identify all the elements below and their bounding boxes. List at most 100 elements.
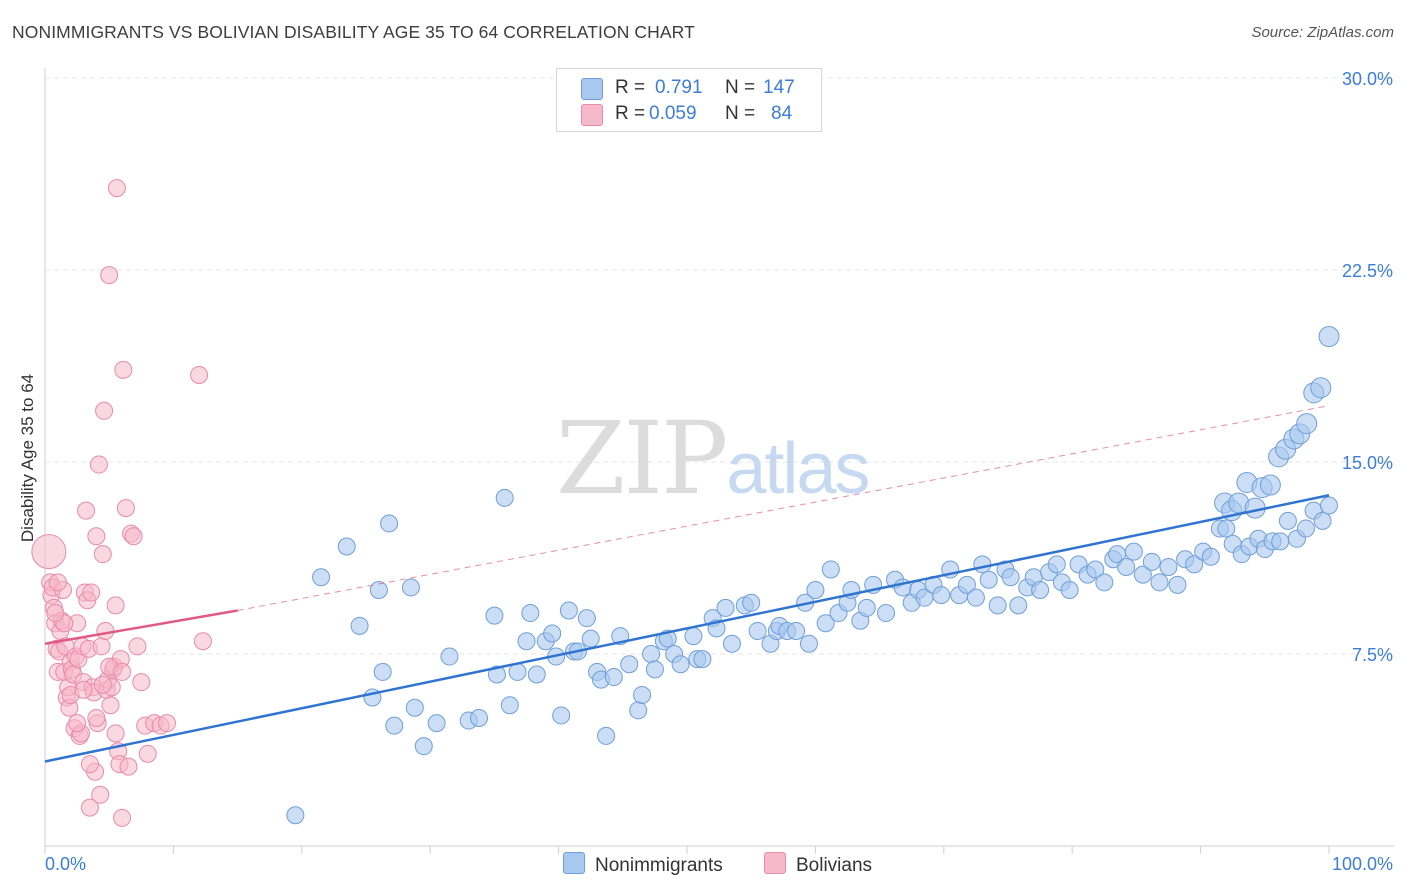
chart-title: NONIMMIGRANTS VS BOLIVIAN DISABILITY AGE… — [12, 22, 695, 42]
nonimmigrants-point — [1124, 542, 1143, 561]
source-label: Source: ZipAtlas.com — [1251, 24, 1394, 41]
nonimmigrants-point — [1060, 581, 1079, 599]
nonimmigrants-point — [1313, 511, 1332, 530]
nonimmigrants-point — [821, 560, 840, 579]
nonimmigrants-point — [1001, 568, 1020, 587]
nonimmigrants-point — [350, 616, 369, 635]
nonimmigrants-point — [988, 596, 1007, 615]
legend-n-value: 84 — [771, 103, 793, 124]
nonimmigrants-point — [552, 706, 571, 725]
bolivians-point — [107, 179, 126, 198]
legend-row-nonimmigrants: R = 0.791 N = 147 — [557, 75, 821, 101]
bottom-legend-swatch-nonimmigrants — [563, 852, 585, 874]
bolivians-point — [80, 798, 99, 817]
bolivians-point — [119, 757, 138, 776]
bolivians-point — [93, 675, 112, 694]
nonimmigrants-point — [487, 665, 506, 684]
nonimmigrants-point — [748, 621, 767, 640]
nonimmigrants-point — [857, 598, 876, 617]
bolivians-point — [74, 680, 93, 699]
nonimmigrants-point — [1185, 555, 1204, 574]
nonimmigrants-point — [1031, 581, 1050, 599]
bolivians-trendline-extension — [237, 405, 1330, 611]
nonimmigrants-point — [816, 614, 835, 633]
nonimmigrants-point — [806, 581, 825, 599]
bolivians-point — [193, 632, 212, 651]
bolivians-point — [128, 637, 147, 656]
y-tick-label: 7.5% — [1352, 645, 1393, 665]
nonimmigrants-point — [517, 632, 536, 651]
nonimmigrants-point — [742, 593, 761, 612]
bolivians-point — [101, 696, 120, 715]
y-tick-label: 22.5% — [1342, 261, 1393, 281]
nonimmigrants-point — [957, 575, 976, 594]
nonimmigrants-point — [684, 627, 703, 646]
bolivians-point — [106, 596, 125, 615]
legend-n-label: N = — [725, 103, 756, 124]
x-tick-label: 100.0% — [1332, 854, 1393, 874]
nonimmigrants-point — [1009, 596, 1028, 615]
nonimmigrants-point — [500, 696, 519, 715]
nonimmigrants-trendline — [44, 494, 1330, 763]
nonimmigrants-point — [597, 726, 616, 745]
bolivians-point — [87, 527, 106, 546]
nonimmigrants-point — [527, 665, 546, 684]
nonimmigrants-point — [604, 668, 623, 687]
bottom-legend-swatch-bolivians — [764, 852, 786, 874]
legend-r-value: 0.059 — [649, 103, 697, 124]
bolivians-point — [95, 401, 114, 420]
nonimmigrants-point — [286, 806, 305, 825]
nonimmigrants-point — [1201, 547, 1220, 566]
nonimmigrants-point — [693, 650, 712, 669]
nonimmigrants-point — [1278, 511, 1297, 530]
nonimmigrants-point — [1047, 555, 1066, 574]
nonimmigrants-point — [973, 555, 992, 574]
bolivians-point — [113, 808, 132, 827]
nonimmigrants-point — [1142, 552, 1161, 571]
bolivians-point — [113, 662, 132, 681]
nonimmigrants-point — [645, 660, 664, 679]
nonimmigrants-point — [577, 609, 596, 628]
bolivians-point — [31, 534, 67, 570]
nonimmigrants-point — [405, 698, 424, 717]
nonimmigrants-point — [440, 647, 459, 666]
bolivians-point — [114, 360, 133, 379]
nonimmigrants-point — [642, 645, 661, 663]
nonimmigrants-point — [1133, 565, 1152, 584]
bolivians-point — [68, 714, 87, 733]
nonimmigrants-point — [1296, 519, 1315, 538]
nonimmigrants-point — [581, 629, 600, 648]
nonimmigrants-point — [799, 634, 818, 653]
nonimmigrants-point — [385, 716, 404, 735]
bolivians-point — [190, 365, 209, 384]
nonimmigrants-point — [1320, 496, 1338, 515]
correlation-legend: R = 0.791 N = 147 R = 0.059 N = 84 — [556, 68, 822, 132]
nonimmigrants-point — [369, 581, 388, 599]
watermark-atlas: atlas — [726, 429, 870, 509]
nonimmigrants-point — [337, 537, 356, 556]
legend-n-value: 147 — [763, 77, 795, 98]
watermark-zip: ZIP — [556, 400, 728, 517]
nonimmigrants-point — [1271, 532, 1290, 551]
watermark: ZIPatlas — [556, 400, 870, 517]
bolivians-point — [116, 499, 135, 518]
bolivians-point — [100, 266, 119, 285]
nonimmigrants-point — [671, 655, 690, 674]
legend-swatch-bolivians — [581, 104, 603, 126]
bottom-legend-label-bolivians: Bolivians — [796, 855, 873, 876]
nonimmigrants-point — [543, 624, 562, 643]
nonimmigrants-point — [1117, 557, 1136, 576]
legend-row-bolivians: R = 0.059 N = 84 — [557, 101, 821, 127]
nonimmigrants-point — [620, 655, 639, 674]
y-axis-label: Disability Age 35 to 64 — [18, 373, 37, 543]
bolivians-point — [96, 621, 115, 640]
nonimmigrants-point — [1168, 575, 1187, 594]
y-tick-label: 15.0% — [1342, 453, 1393, 473]
legend-r-label: R = — [615, 103, 646, 124]
legend-n-label: N = — [725, 77, 756, 98]
bolivians-point — [157, 714, 176, 733]
nonimmigrants-point — [932, 586, 951, 605]
bolivians-point — [132, 673, 151, 692]
nonimmigrants-point — [1310, 377, 1332, 399]
